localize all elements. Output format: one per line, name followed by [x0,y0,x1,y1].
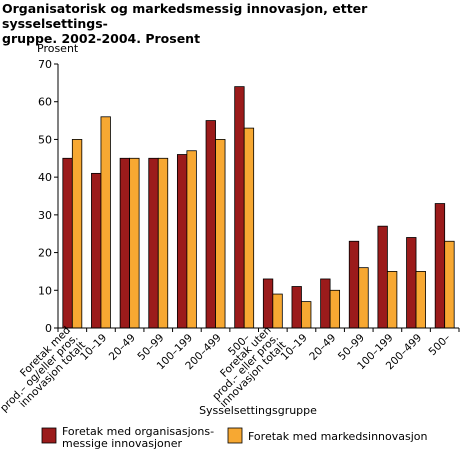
bar-series-2 [386,271,398,329]
x-axis-label: Sysselsettingsgruppe [199,404,317,417]
chart-title: Organisatorisk og markedsmessig innovasj… [2,1,368,46]
bar-series-1 [91,172,102,329]
bar-series-1 [320,278,331,329]
y-tick-label: 0 [45,322,52,335]
y-tick-label: 20 [38,247,52,260]
y-tick-label: 60 [38,96,52,109]
bar-series-1 [348,240,360,329]
bar-series-2 [71,139,83,329]
bar-series-1 [262,278,274,329]
legend-swatch-1 [41,427,57,444]
bar-series-2 [157,157,169,329]
x-tick-label-line: 20–49 [107,332,138,363]
bar-series-1 [434,203,446,329]
x-tick-label-line: prod.– og/eller pros. [0,332,81,415]
x-tick-label-line: 20–49 [307,332,338,363]
x-tick-label-line: 500– [427,332,453,358]
bar-series-2 [329,289,341,329]
bar-series-2 [129,157,140,329]
bar-series-2 [215,139,226,329]
bar-series-2 [186,150,197,329]
x-tick-label: 20–49 [107,332,138,363]
y-tick-label: 40 [38,171,52,184]
y-tick-label: 50 [38,133,52,146]
bar-series-1 [291,286,302,329]
bar-series-2 [100,116,111,329]
bar-series-1 [62,157,73,329]
bar-series-2 [358,267,369,329]
bar-series-1 [406,237,417,329]
legend-label-1: Foretak med organisasjons-messige innova… [62,425,214,450]
legend-label-line: messige innovasjoner [62,437,182,450]
y-tick-label: 10 [38,284,52,297]
legend-swatch-2 [227,427,243,444]
bar-series-2 [243,127,255,329]
y-axis-label: Prosent [37,42,79,55]
legend-label-2: Foretak med markedsinnovasjon [248,430,428,443]
bar-series-1 [377,225,388,329]
bar-series-2 [272,293,283,329]
legend-label-line: Foretak med markedsinnovasjon [248,430,428,443]
bar-series-2 [415,271,426,329]
legend-label-line: Foretak med organisasjons- [62,425,214,438]
bar-series-1 [234,86,245,329]
bar-series-1 [148,157,159,329]
x-tick-label: 500– [427,332,453,358]
y-tick-label: 70 [38,58,52,71]
bar-series-1 [205,120,216,329]
y-tick-label: 30 [38,209,52,222]
x-tick-label: Foretak medprod.– og/eller pros.innovasj… [0,324,88,421]
x-tick-label: 20–49 [307,332,338,363]
bar-series-2 [301,301,312,329]
bar-series-2 [444,240,455,329]
bar-series-1 [176,154,188,329]
bar-series-1 [119,157,131,329]
